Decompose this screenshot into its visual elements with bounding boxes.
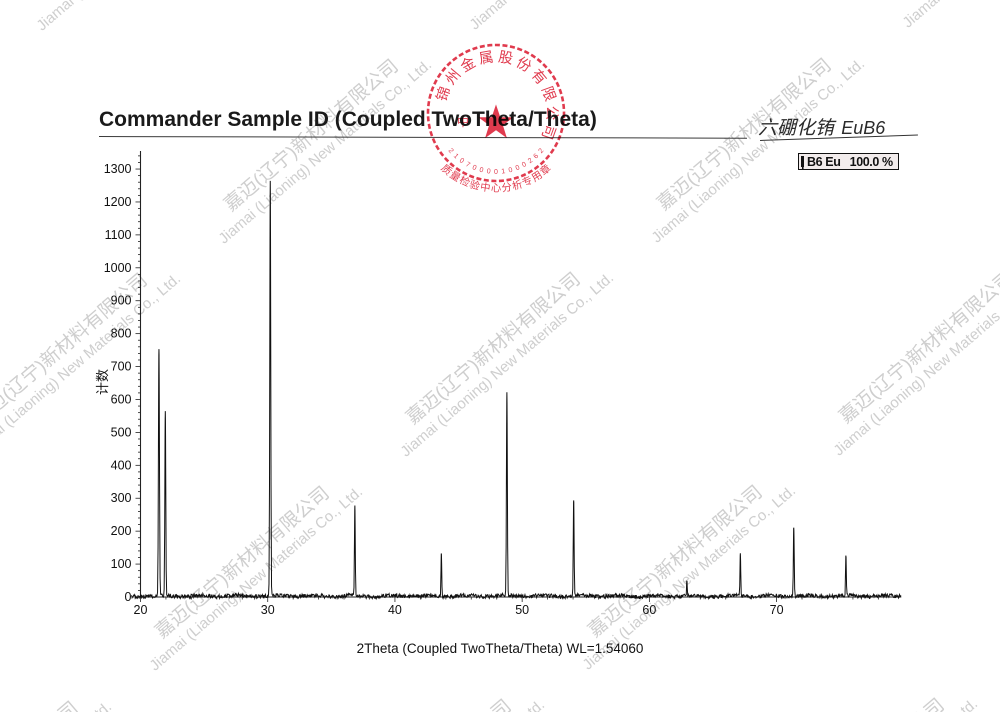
svg-text:400: 400: [111, 458, 132, 472]
svg-text:1000: 1000: [104, 261, 132, 275]
svg-text:200: 200: [111, 524, 132, 538]
svg-text:0: 0: [125, 590, 132, 604]
svg-text:70: 70: [770, 603, 784, 617]
svg-text:40: 40: [388, 603, 402, 617]
svg-text:20: 20: [134, 603, 148, 617]
svg-text:600: 600: [111, 392, 132, 406]
svg-text:700: 700: [111, 360, 132, 374]
svg-text:100: 100: [111, 557, 132, 571]
svg-text:1100: 1100: [105, 228, 132, 242]
svg-text:500: 500: [111, 425, 132, 439]
svg-text:800: 800: [111, 327, 132, 341]
svg-text:50: 50: [515, 603, 529, 617]
svg-text:30: 30: [261, 603, 275, 617]
svg-text:900: 900: [111, 294, 132, 308]
svg-text:60: 60: [642, 603, 656, 617]
svg-text:1200: 1200: [104, 195, 132, 209]
svg-text:300: 300: [111, 491, 132, 505]
svg-text:1300: 1300: [104, 162, 132, 176]
